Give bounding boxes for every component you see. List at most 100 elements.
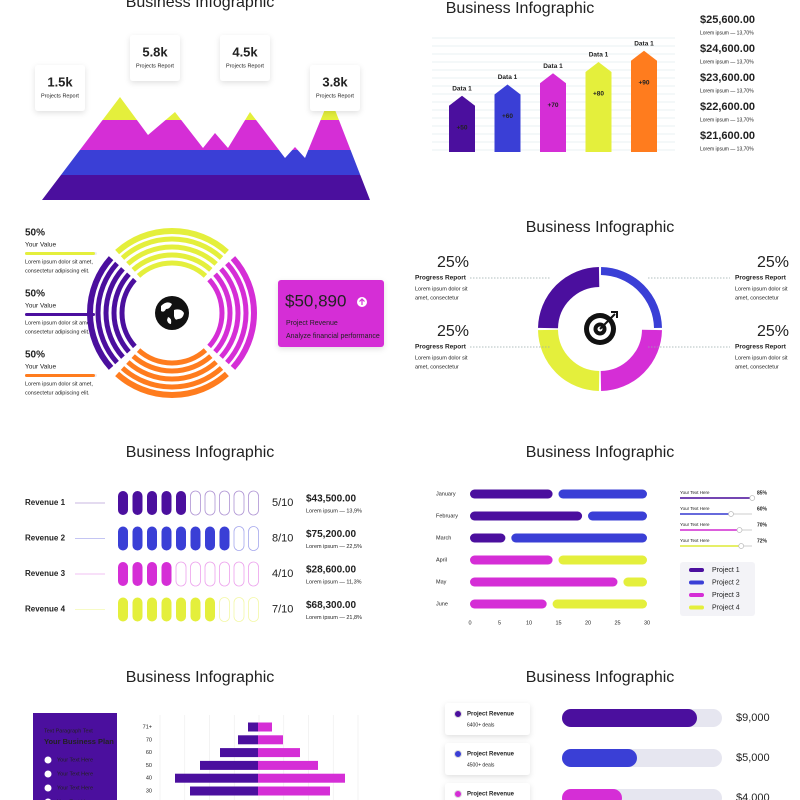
card-item: Your Text Here	[57, 785, 93, 791]
category-label: 30	[146, 788, 152, 794]
stat-value: 5.8k	[142, 44, 168, 59]
card-title: Project Revenue	[286, 320, 338, 327]
item-text: Lorem ipsum dolor sit amet,	[25, 320, 93, 326]
category-label: June	[436, 601, 448, 607]
segment-value-label: 25%	[757, 323, 789, 340]
ring-stripe	[207, 277, 225, 349]
legend-box	[680, 562, 755, 616]
legend-label: Project 4	[712, 604, 740, 611]
x-tick-label: 25	[614, 620, 620, 626]
pill-filled	[190, 597, 201, 622]
card-subtitle: Analyze financial performance	[286, 333, 380, 340]
gantt-bar	[511, 533, 647, 543]
category-label: March	[436, 535, 451, 541]
donut-segment	[538, 267, 600, 329]
pill-filled	[147, 526, 157, 551]
pill-empty	[190, 561, 201, 587]
amount: $22,600.00	[700, 101, 755, 113]
x-tick-label: 0	[468, 620, 471, 626]
slider-value-label: 70%	[757, 522, 768, 528]
bar	[631, 50, 657, 152]
row-amount: $43,500.00	[306, 494, 356, 505]
pyramid-bar	[238, 735, 258, 745]
gantt-bar	[558, 489, 647, 499]
category-label: 40	[146, 776, 152, 782]
ring-stripe	[111, 272, 131, 354]
item-text: Lorem ipsum dolor sit amet,	[25, 381, 93, 387]
amount-note: Lorem ipsum — 13,70%	[700, 59, 754, 65]
item-dot	[44, 756, 52, 764]
ring-stripe	[230, 256, 257, 370]
pill-filled	[161, 526, 172, 551]
slider-label: Your Text Here	[680, 538, 710, 543]
row-name: Revenue 1	[25, 498, 66, 507]
ring-stripe	[131, 354, 213, 374]
legend-label: Project 2	[712, 579, 740, 586]
x-tick-label: 30	[644, 620, 650, 626]
row-name: Revenue 2	[25, 534, 66, 543]
slider-knob	[749, 495, 756, 501]
pyramid-bar	[200, 760, 258, 770]
progress-label: $9,000	[736, 712, 770, 724]
item-value-label: 50%	[25, 228, 45, 239]
slider-value-label: 85%	[757, 490, 768, 496]
bar-value-label: +50	[456, 124, 467, 131]
bar-name: Data 1	[543, 63, 563, 70]
bar	[540, 73, 566, 152]
progress-bar	[562, 789, 622, 800]
pill-filled	[190, 526, 201, 551]
pill-filled	[132, 597, 143, 622]
segment-text: amet, consectetur	[735, 295, 779, 301]
ring-stripe	[225, 261, 249, 365]
pill-filled	[176, 526, 186, 551]
slider-knob	[728, 511, 734, 517]
stat-card	[35, 65, 85, 111]
pill-empty	[219, 490, 230, 516]
segment-name: Progress Report	[735, 344, 787, 351]
bar-name: Data 1	[634, 40, 654, 47]
project-card	[445, 743, 530, 775]
legend-swatch	[689, 568, 704, 572]
panel-title: Business Infographic	[126, 669, 275, 686]
project-card	[445, 703, 530, 735]
item-text: consectetur adipiscing elit.	[25, 268, 90, 274]
ring-stripe	[136, 260, 208, 278]
ring-stripe	[219, 267, 241, 359]
progress-bar	[25, 313, 95, 316]
stat-card	[310, 65, 360, 111]
panel-title: Business Infographic	[446, 0, 595, 17]
pyramid-bar	[258, 722, 272, 732]
pill-empty	[175, 561, 187, 587]
pyramid-bar	[258, 735, 283, 745]
gantt-bar	[470, 511, 583, 521]
amount-note: Lorem ipsum — 13,70%	[700, 88, 754, 94]
amount-note: Lorem ipsum — 13,70%	[700, 146, 754, 152]
project-name: Project Revenue	[467, 712, 515, 718]
amount-note: Lorem ipsum — 13,70%	[700, 30, 754, 36]
ring-stripe	[95, 261, 119, 365]
pyramid-bar	[175, 773, 258, 783]
slider-value-label: 60%	[757, 506, 768, 512]
pyramid-bar	[258, 773, 345, 783]
ring-stripe	[131, 252, 213, 272]
target-arrow	[599, 311, 618, 330]
item-name: Your Value	[25, 242, 56, 249]
progress-bar	[25, 374, 95, 377]
category-label: 70	[146, 737, 152, 743]
row-score: 7/10	[272, 603, 293, 615]
pill-empty	[219, 597, 230, 622]
donut-segment	[538, 329, 600, 391]
progress-label: $4,000	[736, 792, 770, 800]
legend-swatch	[689, 580, 704, 585]
mountains	[42, 97, 370, 200]
bar-value-label: +90	[638, 79, 649, 86]
pill-filled	[161, 597, 172, 622]
ring-stripe	[136, 348, 208, 366]
slider-label: Your Text Here	[680, 490, 710, 495]
pill-empty	[233, 526, 245, 551]
pill-filled	[161, 491, 172, 515]
item-text: consectetur adipiscing elit.	[25, 329, 90, 335]
card-icon-arrow	[359, 298, 365, 305]
pill-empty	[248, 490, 259, 516]
